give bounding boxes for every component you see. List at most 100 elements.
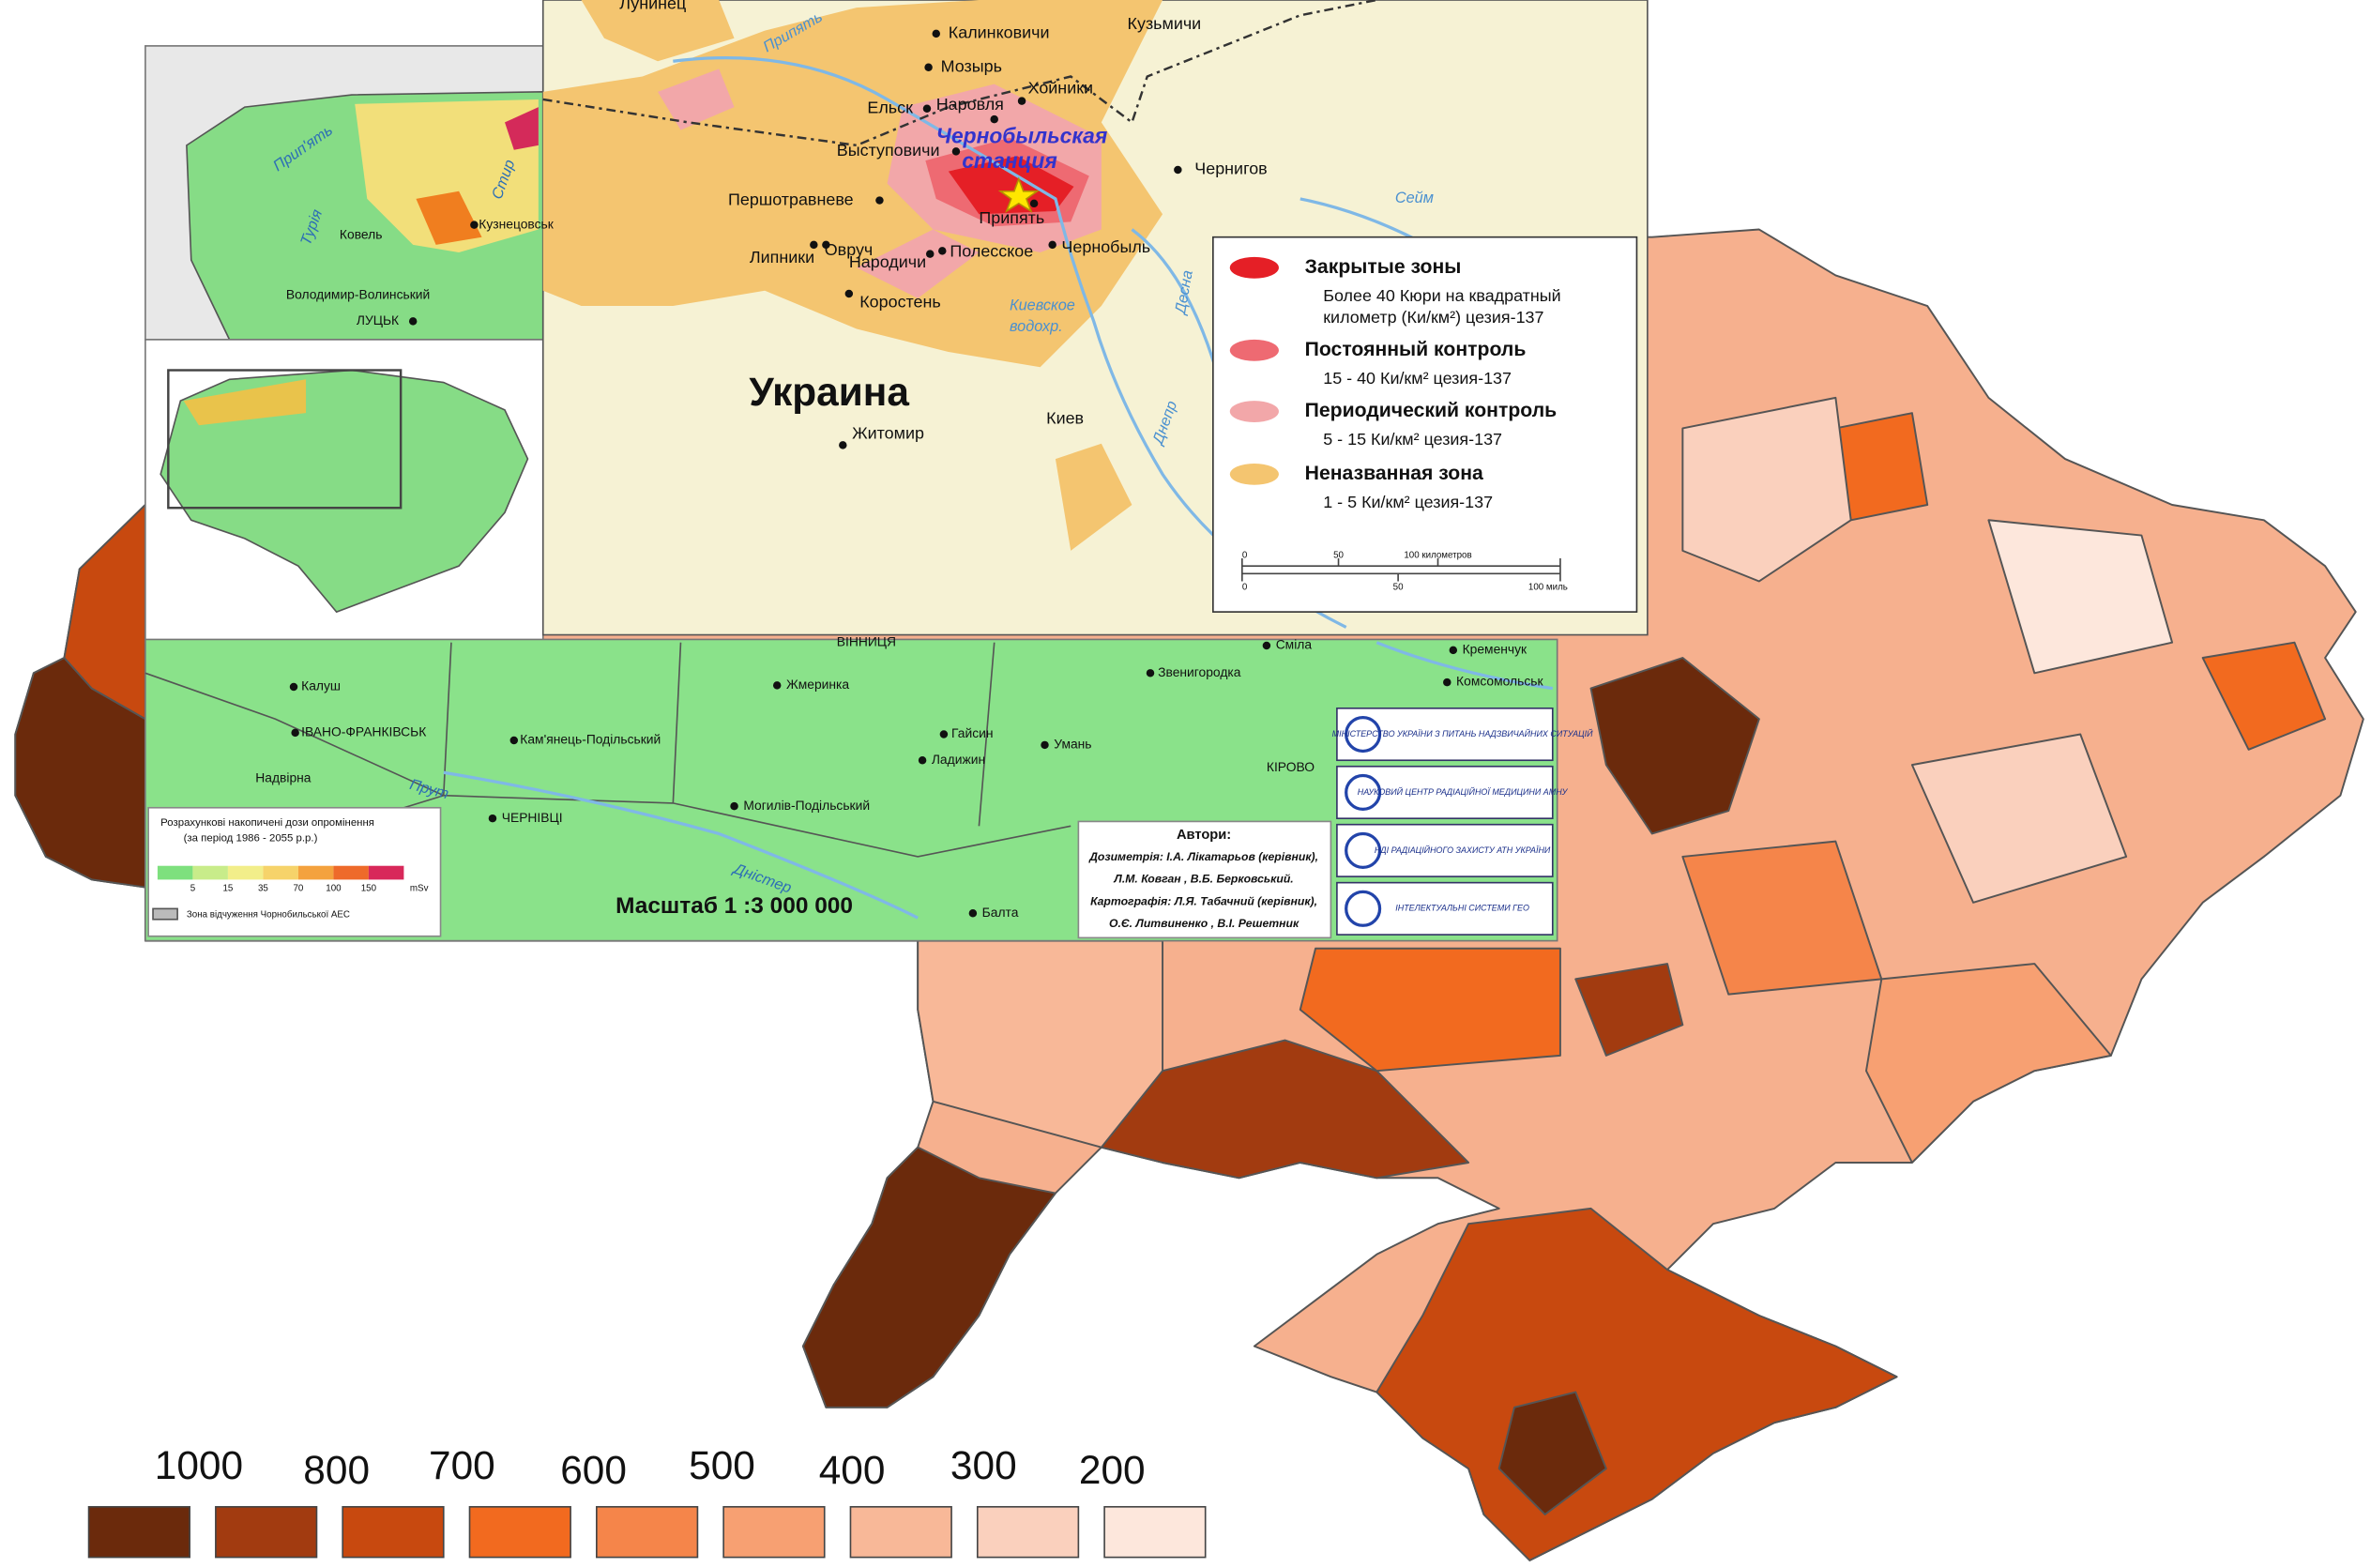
city-dot	[1017, 97, 1026, 105]
place-label: КІРОВО	[1267, 759, 1315, 774]
place-label: Комсомольськ	[1456, 674, 1543, 689]
city-dot	[925, 250, 935, 258]
city-dot	[875, 196, 884, 205]
logo-box	[1336, 823, 1554, 877]
city-dot	[772, 681, 782, 690]
dose-swatch	[263, 865, 298, 880]
place-label: Припять	[979, 208, 1044, 227]
dose-tick: 100	[326, 884, 342, 894]
river-label: Сейм	[1395, 190, 1434, 206]
legend-swatch	[1229, 339, 1279, 361]
volyn-hot-zone	[505, 107, 539, 150]
risk-swatch	[87, 1505, 190, 1559]
unnamed-zone	[581, 0, 735, 62]
city-dot	[839, 441, 847, 449]
place-label: Сміла	[1276, 637, 1313, 652]
city-dot	[1146, 669, 1155, 677]
city-dot	[408, 317, 418, 326]
risk-label: 200	[1079, 1448, 1146, 1492]
legend-title: Закрытые зоны	[1305, 256, 1462, 278]
place-label: ЛУЦЬК	[357, 312, 399, 327]
scale-label: 100 километров	[1404, 550, 1471, 560]
dose-swatch	[368, 865, 404, 880]
legend-desc: 1 - 5 Ки/км² цезия-137	[1323, 493, 1493, 511]
place-label: ІВАНО-ФРАНКІВСЬК	[301, 724, 426, 739]
place-label: Кузьмичи	[1128, 14, 1202, 33]
city-dot	[289, 682, 298, 692]
risk-swatch	[976, 1505, 1080, 1559]
city-dot	[1029, 199, 1039, 208]
city-dot	[922, 104, 932, 113]
city-dot	[1262, 641, 1271, 650]
city-dot	[1174, 165, 1182, 175]
author-line: О.Є. Литвиненко , В.І. Решетник	[1109, 917, 1299, 930]
place-label: Коростень	[859, 293, 941, 312]
scale-label: 0	[1242, 550, 1248, 560]
place-label: Кам'янець-Подільський	[520, 732, 661, 747]
risk-swatch	[596, 1505, 699, 1559]
place-label: Мозырь	[941, 56, 1002, 75]
dose-legend-title: (за період 1986 - 2055 р.р.)	[184, 832, 318, 844]
logo-icon	[1345, 831, 1382, 869]
zone-label: Зона відчуження Чорнобильської АЕС	[187, 909, 350, 920]
risk-label: 1000	[155, 1443, 243, 1487]
city-dot	[939, 730, 949, 738]
closed-zone	[948, 156, 1074, 215]
logo-icon	[1345, 715, 1382, 754]
scale-label: 50	[1393, 583, 1404, 593]
place-label: ВІННИЦЯ	[837, 633, 896, 648]
risk-swatch	[849, 1505, 952, 1559]
country-label: Украина	[749, 370, 909, 414]
logo-text: НАУКОВИЙ ЦЕНТР РАДІАЦІЙНОЇ МЕДИЦИНИ АМНУ	[1358, 786, 1569, 797]
author-line: Дозиметрія: І.А. Лікатарьов (керівник),	[1088, 850, 1318, 863]
place-label: ЧЕРНІВЦІ	[502, 810, 563, 825]
author-line: Автори:	[1177, 828, 1231, 843]
risk-swatch	[468, 1505, 571, 1559]
logo-text: ІНТЕЛЕКТУАЛЬНІ СИСТЕМИ ГЕО	[1395, 904, 1529, 913]
risk-label: 700	[429, 1443, 495, 1487]
dose-map: Розрахункові накопичені дози опромінення…	[144, 45, 1558, 942]
city-dot	[1443, 677, 1451, 687]
city-dot	[924, 63, 933, 71]
city-dot	[810, 240, 818, 250]
place-label: Наровля	[936, 95, 1004, 114]
author-line: Картографія: Л.Я. Табачний (керівник),	[1090, 894, 1317, 907]
legend-title: Периодический контроль	[1305, 400, 1558, 421]
legend-desc: километр (Ки/км²) цезия-137	[1323, 308, 1543, 327]
city-dot	[488, 814, 497, 823]
logo-text: МІНІСТЕРСТВО УКРАЇНИ З ПИТАНЬ НАДЗВИЧАЙН…	[1332, 728, 1593, 738]
city-dot	[1449, 646, 1458, 655]
city-dot	[1048, 240, 1056, 250]
place-label: Выступовичи	[837, 141, 940, 160]
river-label: Киевское	[1010, 297, 1075, 313]
place-label: Надвірна	[255, 769, 312, 784]
place-label: Звенигородка	[1158, 664, 1241, 679]
place-label: Ладижин	[932, 752, 985, 767]
place-label: Балта	[982, 905, 1019, 920]
zone-swatch	[152, 907, 178, 921]
risk-swatch	[342, 1505, 445, 1559]
legend-swatch	[1229, 401, 1279, 422]
legend-title: Неназванная зона	[1305, 463, 1483, 484]
legend-swatch	[1229, 256, 1279, 279]
scale-bar	[1241, 558, 1561, 582]
chernobyl-map: Украина Чернобыльская станция	[541, 0, 1649, 636]
place-label: Ковель	[340, 227, 383, 242]
mini-zone	[183, 379, 307, 426]
place-label: Володимир-Волинський	[286, 286, 430, 301]
scale-label: 0	[1242, 583, 1248, 593]
city-dot	[918, 755, 927, 765]
city-dot	[932, 29, 940, 38]
place-label: Гайсин	[951, 725, 993, 740]
dose-swatch	[192, 865, 228, 880]
city-dot	[844, 289, 854, 298]
risk-label: 300	[950, 1443, 1017, 1487]
place-label: Ельск	[867, 98, 913, 116]
mini-frame	[167, 369, 403, 510]
risk-label: 800	[303, 1448, 370, 1492]
periodic-zone	[658, 69, 735, 130]
place-label: Умань	[1054, 737, 1091, 752]
risk-label: 600	[560, 1448, 627, 1492]
risk-swatch	[215, 1505, 318, 1559]
